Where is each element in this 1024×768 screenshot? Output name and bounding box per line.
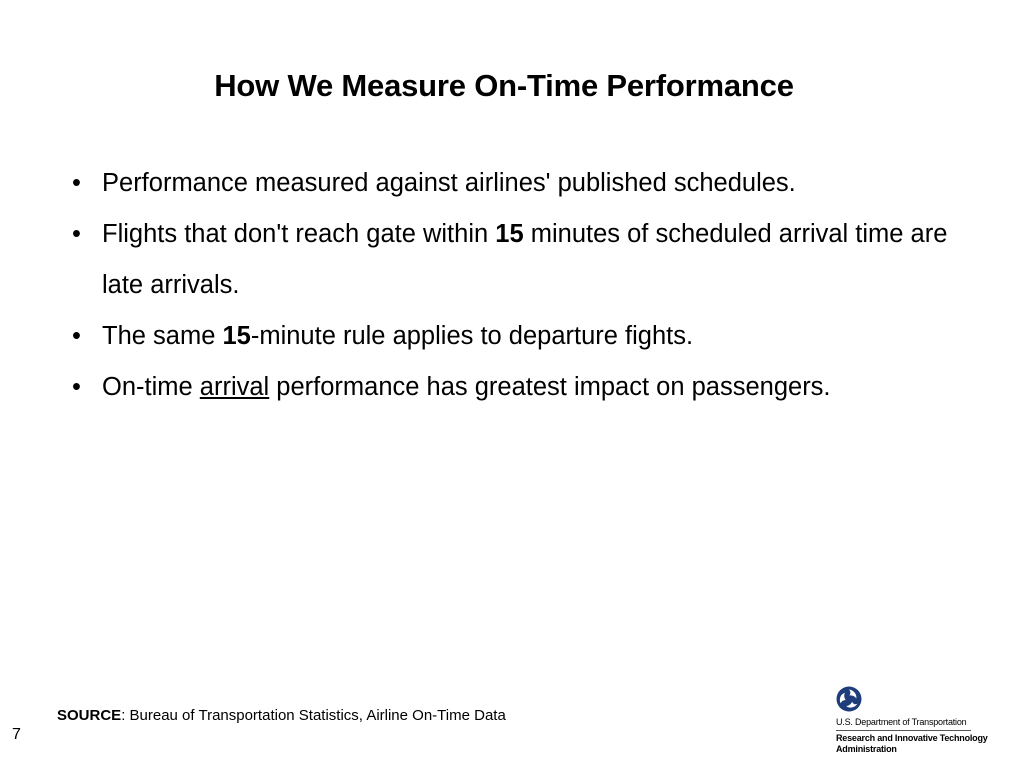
bullet-text-start: On-time	[102, 373, 200, 401]
bullet-emphasis: 15	[495, 220, 524, 248]
logo-department: U.S. Department of Transportation	[836, 717, 967, 727]
bullet-item-1: • Performance measured against airlines'…	[72, 158, 972, 209]
logo-divider	[836, 730, 971, 731]
dot-triskelion-icon	[836, 686, 862, 712]
bullet-text-end: performance has greatest impact on passe…	[269, 373, 831, 401]
bullet-text: Performance measured against airlines' p…	[102, 169, 796, 197]
source-note: SOURCE: Bureau of Transportation Statist…	[57, 706, 506, 726]
logo-agency: Research and Innovative Technology Admin…	[836, 733, 988, 754]
bullet-text-start: Flights that don't reach gate within	[102, 220, 496, 248]
bullet-marker: •	[72, 373, 81, 401]
bullet-text-end: -minute rule applies to departure fights…	[250, 322, 694, 350]
source-label: SOURCE	[57, 707, 122, 724]
bullet-emphasis: 15	[222, 322, 251, 350]
bullet-emphasis: arrival	[199, 373, 270, 401]
bullet-text-start: The same	[102, 322, 223, 350]
slide-title: How We Measure On-Time Performance	[214, 68, 794, 103]
bullet-item-2: • Flights that don't reach gate within 1…	[72, 209, 972, 311]
page-number: 7	[12, 726, 21, 743]
dot-logo: U.S. Department of Transportation Resear…	[836, 686, 1012, 756]
bullet-item-4: • On-time arrival performance has greate…	[72, 362, 972, 413]
bullet-text-end: minutes of scheduled arrival time are la…	[102, 220, 948, 299]
bullet-list: • Performance measured against airlines'…	[72, 158, 972, 413]
bullet-item-3: • The same 15-minute rule applies to dep…	[72, 311, 972, 362]
bullet-marker: •	[72, 322, 81, 350]
bullet-marker: •	[72, 220, 81, 248]
source-text: : Bureau of Transportation Statistics, A…	[121, 707, 506, 724]
bullet-marker: •	[72, 169, 81, 197]
